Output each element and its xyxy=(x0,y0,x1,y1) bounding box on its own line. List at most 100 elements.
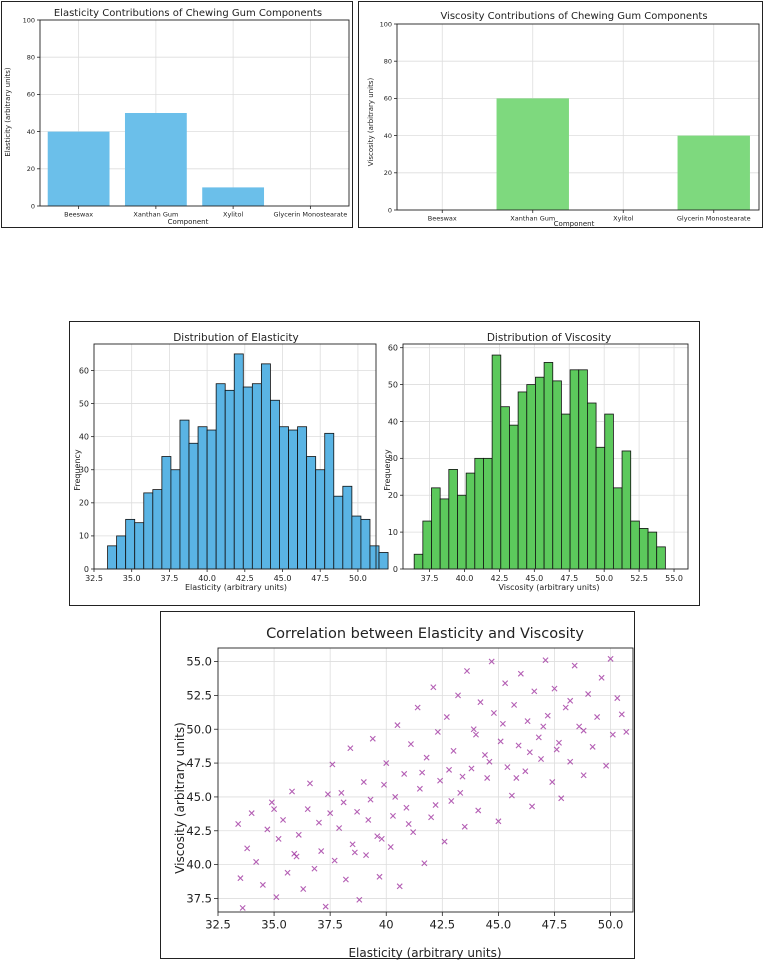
scatter-point xyxy=(455,692,462,699)
bar xyxy=(47,131,110,206)
histogram-bar xyxy=(509,424,519,570)
x-ticks: 32.5 35.0 37.5 40 42.5 45.0 47.5 50.0 xyxy=(205,912,623,932)
scatter-point xyxy=(477,699,484,706)
histogram-bar xyxy=(561,413,571,570)
histogram-bar xyxy=(270,399,280,570)
y-tick-label: 50 xyxy=(79,399,89,408)
y-tick-label: 20 xyxy=(79,499,89,508)
y-ticks: 0 20 40 60 80 100 xyxy=(380,20,397,214)
y-tick-label: 50 xyxy=(388,380,398,389)
scatter-point xyxy=(389,812,396,819)
scatter-point xyxy=(544,712,551,719)
histogram-bar xyxy=(413,553,424,570)
scatter-point xyxy=(598,674,605,681)
histogram-bar xyxy=(439,498,450,570)
x-tick-label: 45.0 xyxy=(486,918,512,932)
scatter-point xyxy=(468,765,475,772)
bars xyxy=(47,113,265,206)
x-tick-label: Xanthan Gum xyxy=(133,211,178,219)
scatter-point xyxy=(623,728,630,735)
y-tick-label: 40.0 xyxy=(186,858,212,872)
histogram-bar xyxy=(360,518,371,570)
scatter-point xyxy=(580,772,587,779)
x-tick-label: Glycerin Monostearate xyxy=(274,211,348,219)
scatter-point xyxy=(284,869,291,876)
scatter-point xyxy=(434,728,441,735)
scatter-point xyxy=(517,670,524,677)
scatter-point xyxy=(495,818,502,825)
x-ticks: 37.5 40.0 42.5 45.0 47.5 50.0 52.5 55.0 xyxy=(421,569,683,583)
histogram-bar xyxy=(517,391,528,570)
scatter-points xyxy=(235,655,630,911)
scatter-point xyxy=(311,865,318,872)
scatter-point xyxy=(365,816,372,823)
scatter-point xyxy=(531,688,538,695)
scatter-point xyxy=(239,904,246,911)
x-tick-label: Beeswax xyxy=(64,211,93,219)
scatter-point xyxy=(490,709,497,716)
chart-title-elasticity: Distribution of Elasticity xyxy=(173,332,299,344)
scatter-point xyxy=(585,691,592,698)
y-tick-label: 60 xyxy=(27,91,35,99)
scatter-point xyxy=(538,756,545,763)
histogram-bar xyxy=(179,419,190,570)
y-tick-label: 42.5 xyxy=(186,824,212,838)
scatter-point xyxy=(322,903,329,910)
histogram-bar xyxy=(569,369,580,570)
histogram-bar xyxy=(251,383,262,570)
scatter-point xyxy=(553,746,560,753)
x-tick-label: 42.5 xyxy=(236,574,254,583)
histogram-bar xyxy=(125,518,136,570)
histogram-bar xyxy=(483,457,493,570)
scatter-point xyxy=(304,806,311,813)
scatter-point xyxy=(484,774,491,781)
scatter-point xyxy=(443,714,450,721)
scatter-point xyxy=(526,749,533,756)
scatter-point xyxy=(558,795,565,802)
elasticity-contributions-panel: 0 20 40 60 80 100 Beeswax Xanthan Gum Xylitol Gl… xyxy=(1,1,353,228)
chart-title: Correlation between Elasticity and Visco… xyxy=(266,626,584,642)
y-ticks: 0 20 40 60 80 100 xyxy=(23,16,40,210)
x-tick-label: 32.5 xyxy=(205,918,231,932)
histogram-bar xyxy=(630,520,640,570)
bar xyxy=(496,98,569,210)
scatter-point xyxy=(515,742,522,749)
histogram-bar xyxy=(170,469,181,570)
y-axis-label: Viscosity (arbitrary units) xyxy=(367,78,375,167)
scatter-point xyxy=(356,896,363,903)
histogram-bar xyxy=(578,369,588,570)
histogram-bar xyxy=(604,413,614,570)
histogram-bar xyxy=(161,456,172,570)
scatter-point xyxy=(318,848,325,855)
histogram-bar xyxy=(134,522,145,570)
scatter-point xyxy=(448,797,455,804)
y-tick-label: 30 xyxy=(388,454,398,463)
x-tick-label: Beeswax xyxy=(428,215,457,223)
y-tick-label: 80 xyxy=(384,57,392,65)
scatter-point xyxy=(567,758,574,765)
x-tick-label: 35.0 xyxy=(261,918,287,932)
scatter-point xyxy=(589,743,596,750)
viscosity-contributions-panel: 0 20 40 60 80 100 Beeswax Xanthan Gum Xylitol Gl… xyxy=(358,1,763,228)
scatter-point xyxy=(497,738,504,745)
scatter-point xyxy=(609,731,616,738)
scatter-point xyxy=(259,881,266,888)
y-tick-label: 40 xyxy=(27,128,35,136)
scatter-point xyxy=(268,799,275,806)
scatter-point xyxy=(237,875,244,882)
y-tick-label: 37.5 xyxy=(186,891,212,905)
scatter-point xyxy=(275,835,282,842)
y-tick-label: 0 xyxy=(84,565,89,574)
plot-frame xyxy=(39,19,350,207)
y-tick-label: 52.5 xyxy=(186,688,212,702)
scatter-point xyxy=(363,852,370,859)
scatter-point xyxy=(419,769,426,776)
scatter-point xyxy=(410,829,417,836)
scatter-point xyxy=(614,695,621,702)
scatter-point xyxy=(295,831,302,838)
histogram-bar xyxy=(224,389,235,570)
scatter-point xyxy=(513,774,520,781)
correlation-panel: 37.5 40.0 42.5 45.0 47.5 50.0 52.5 55.0 32.5 35.… xyxy=(160,611,635,960)
y-tick-label: 20 xyxy=(388,491,398,500)
axes xyxy=(93,343,377,570)
